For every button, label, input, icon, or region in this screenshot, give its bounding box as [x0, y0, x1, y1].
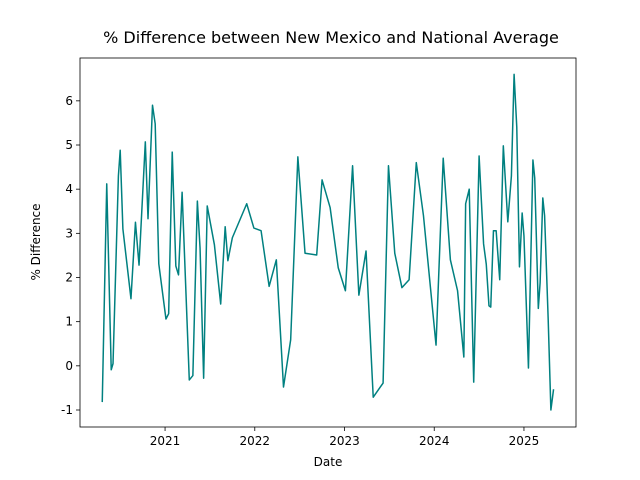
- y-tick-label: 0: [65, 359, 73, 373]
- y-axis-label: % Difference: [29, 203, 43, 280]
- x-axis-label: Date: [314, 455, 343, 469]
- y-tick-label: 6: [65, 94, 73, 108]
- x-tick-label: 2024: [419, 434, 450, 448]
- y-tick-label: -1: [61, 403, 73, 417]
- y-tick-label: 2: [65, 271, 73, 285]
- y-tick-label: 3: [65, 226, 73, 240]
- x-tick-label: 2021: [150, 434, 181, 448]
- data-line: [101, 73, 555, 411]
- y-tick-label: 5: [65, 138, 73, 152]
- y-tick-label: 1: [65, 315, 73, 329]
- x-tick-label: 2025: [509, 434, 540, 448]
- y-tick-label: 4: [65, 182, 73, 196]
- x-tick-label: 2022: [240, 434, 271, 448]
- chart-title: % Difference between New Mexico and Nati…: [103, 28, 559, 47]
- x-tick-label: 2023: [329, 434, 360, 448]
- plot-frame: [79, 57, 577, 428]
